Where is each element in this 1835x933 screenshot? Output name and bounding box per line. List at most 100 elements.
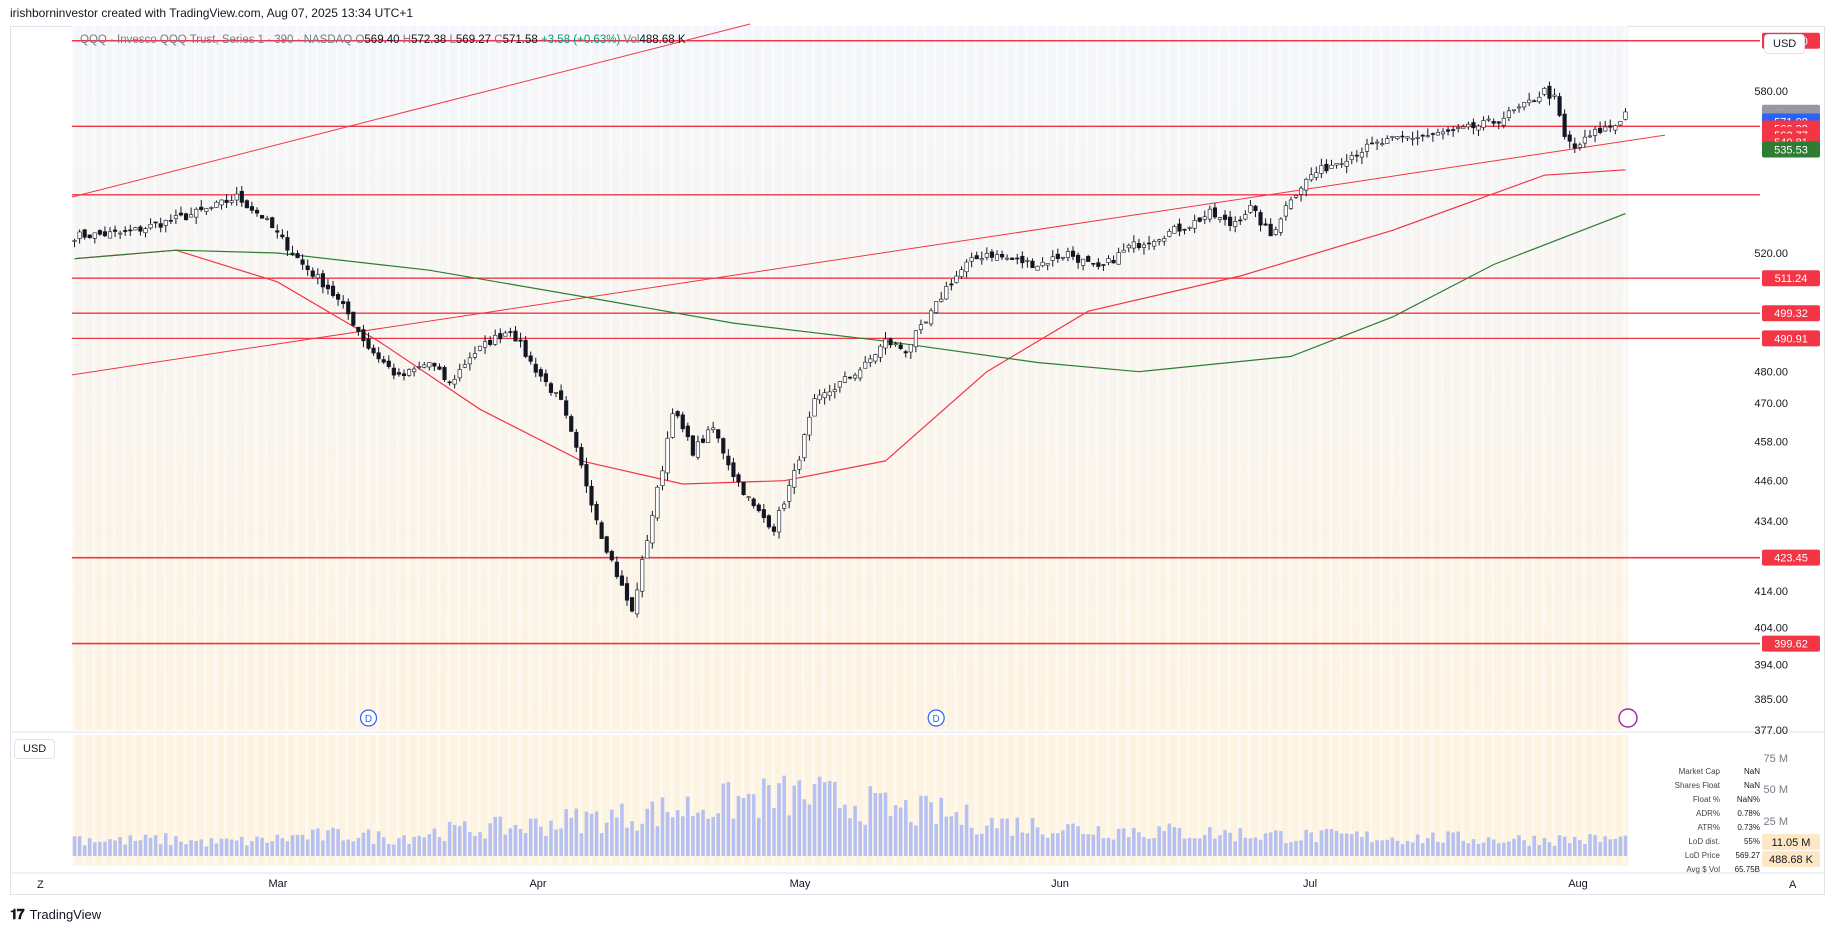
candle[interactable] <box>650 515 655 544</box>
candle[interactable] <box>1410 137 1415 140</box>
candle[interactable] <box>822 392 827 399</box>
candle[interactable] <box>1334 163 1339 166</box>
volume-bar[interactable] <box>564 809 568 856</box>
volume-bar[interactable] <box>1167 823 1172 856</box>
volume-bar[interactable] <box>93 842 97 856</box>
volume-bar[interactable] <box>240 836 244 856</box>
volume-bar[interactable] <box>1583 843 1587 856</box>
candle[interactable] <box>969 257 974 262</box>
volume-bar[interactable] <box>265 842 269 856</box>
volume-bar[interactable] <box>868 786 873 856</box>
candle[interactable] <box>336 294 341 300</box>
volume-bar[interactable] <box>1243 837 1248 856</box>
candle[interactable] <box>1587 135 1593 138</box>
candle[interactable] <box>685 425 690 438</box>
candle[interactable] <box>655 486 660 519</box>
volume-bar[interactable] <box>528 818 533 856</box>
volume-bar[interactable] <box>199 839 204 856</box>
volume-bar[interactable] <box>797 780 802 856</box>
volume-bar[interactable] <box>1203 834 1207 856</box>
candle[interactable] <box>1076 254 1081 263</box>
volume-bar[interactable] <box>133 840 138 856</box>
volume-bar[interactable] <box>1248 838 1253 856</box>
candle[interactable] <box>183 213 189 221</box>
volume-bar[interactable] <box>650 801 655 856</box>
candle[interactable] <box>508 331 513 333</box>
volume-bar[interactable] <box>741 797 746 856</box>
volume-bar[interactable] <box>488 823 492 856</box>
volume-bar[interactable] <box>888 815 893 856</box>
volume-bar[interactable] <box>468 832 472 856</box>
volume-bar[interactable] <box>792 785 797 856</box>
candle[interactable] <box>386 360 391 367</box>
volume-bar[interactable] <box>1045 837 1050 856</box>
volume-bar[interactable] <box>1132 828 1136 856</box>
volume-bar[interactable] <box>1162 831 1167 856</box>
candle[interactable] <box>574 431 579 448</box>
candle[interactable] <box>351 311 356 326</box>
candle[interactable] <box>1182 228 1187 231</box>
volume-bar[interactable] <box>635 830 639 856</box>
volume-bar[interactable] <box>812 784 817 856</box>
volume-bar[interactable] <box>118 837 122 856</box>
volume-bar[interactable] <box>1213 838 1217 856</box>
volume-bar[interactable] <box>701 809 705 856</box>
candle[interactable] <box>1354 154 1359 157</box>
candle[interactable] <box>1131 241 1136 249</box>
volume-bar[interactable] <box>326 830 330 856</box>
volume-bar[interactable] <box>1527 845 1531 856</box>
candle[interactable] <box>726 455 731 466</box>
candle[interactable] <box>234 193 239 201</box>
candle[interactable] <box>863 361 868 369</box>
candle[interactable] <box>1516 106 1522 109</box>
volume-bar[interactable] <box>518 828 523 856</box>
volume-bar[interactable] <box>954 812 959 856</box>
candle[interactable] <box>1562 113 1567 137</box>
candle[interactable] <box>690 435 695 456</box>
volume-bar[interactable] <box>670 817 675 856</box>
candle[interactable] <box>1501 117 1506 126</box>
volume-bar[interactable] <box>1441 842 1445 856</box>
volume-bar[interactable] <box>903 800 908 856</box>
candle[interactable] <box>635 589 640 615</box>
candle[interactable] <box>1440 131 1446 135</box>
candle[interactable] <box>731 462 736 477</box>
candle[interactable] <box>239 190 244 203</box>
volume-bar[interactable] <box>412 836 416 856</box>
volume-bar[interactable] <box>549 820 553 856</box>
volume-bar[interactable] <box>853 805 857 856</box>
volume-bar[interactable] <box>1279 831 1283 856</box>
candle[interactable] <box>1197 217 1202 222</box>
candle[interactable] <box>792 470 797 488</box>
volume-bar[interactable] <box>1420 843 1425 856</box>
volume-bar[interactable] <box>777 783 781 856</box>
volume-bar[interactable] <box>483 838 487 856</box>
volume-bar[interactable] <box>873 792 878 856</box>
candle[interactable] <box>1522 102 1527 108</box>
candle[interactable] <box>939 298 944 302</box>
candle[interactable] <box>640 559 645 592</box>
candle[interactable] <box>92 232 97 239</box>
candle[interactable] <box>999 254 1005 258</box>
volume-bar[interactable] <box>1284 843 1288 856</box>
volume-bar[interactable] <box>1365 831 1369 856</box>
volume-bar[interactable] <box>1395 840 1400 856</box>
volume-bar[interactable] <box>376 831 381 856</box>
volume-bar[interactable] <box>599 833 604 856</box>
volume-bar[interactable] <box>782 775 786 856</box>
candle[interactable] <box>72 240 77 242</box>
volume-bar[interactable] <box>473 835 477 856</box>
volume-bar[interactable] <box>863 824 867 856</box>
candle[interactable] <box>396 372 401 375</box>
volume-bar[interactable] <box>275 834 280 856</box>
volume-bar[interactable] <box>898 807 903 856</box>
candle[interactable] <box>523 339 528 357</box>
candle[interactable] <box>259 215 265 219</box>
candle[interactable] <box>1339 163 1344 165</box>
volume-bar[interactable] <box>508 828 513 856</box>
volume-bar[interactable] <box>1552 845 1557 856</box>
candle[interactable] <box>427 362 432 368</box>
volume-bar[interactable] <box>878 793 883 856</box>
volume-bar[interactable] <box>539 826 543 856</box>
volume-bar[interactable] <box>250 841 254 856</box>
